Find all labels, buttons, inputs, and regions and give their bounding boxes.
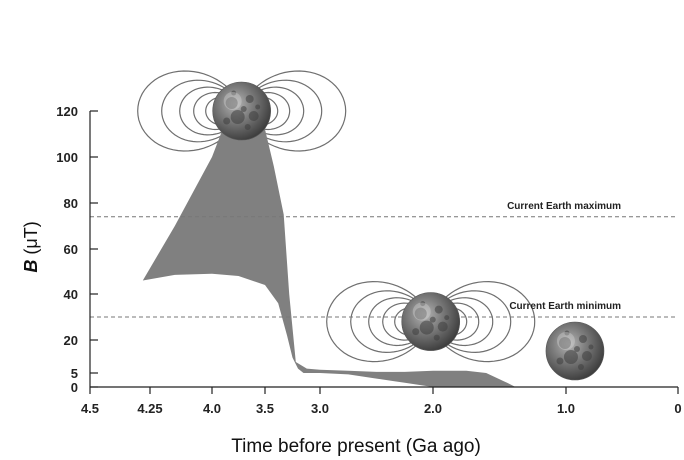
y-axis-unit: (μT) — [21, 221, 41, 254]
moon-crater — [414, 307, 427, 320]
moon-without-field-icon — [545, 321, 605, 381]
moon-crater — [577, 364, 584, 370]
field-line — [326, 280, 430, 363]
moon-highlight — [412, 302, 431, 321]
y-tick-label: 40 — [64, 287, 78, 302]
moon-crater — [556, 357, 564, 365]
moon-crater — [255, 104, 261, 110]
y-axis-symbol: B — [21, 260, 41, 273]
moon-crater — [230, 110, 245, 124]
field-line — [350, 290, 430, 354]
moon-crater — [248, 111, 259, 121]
x-tick-label: 4.5 — [81, 401, 99, 416]
y-tick-label: 120 — [56, 104, 78, 119]
field-line — [161, 79, 241, 143]
moon-crater — [429, 316, 436, 323]
x-tick-label: 4.25 — [137, 401, 162, 416]
y-tick-label: 0 — [71, 380, 78, 395]
y-tick-label: 5 — [71, 366, 78, 381]
field-line — [137, 70, 241, 152]
x-axis-title: Time before present (Ga ago) — [231, 436, 481, 457]
x-tick-label: 4.0 — [203, 401, 221, 416]
moon-highlight — [223, 92, 242, 110]
moon-crater — [558, 337, 571, 349]
moon-crater — [573, 346, 580, 352]
moon-with-strong-field-icon — [212, 81, 271, 141]
x-tick-label: 2.0 — [424, 401, 442, 416]
moon-crater — [433, 334, 440, 341]
moon-crater — [434, 305, 443, 314]
moon-crater — [564, 330, 570, 336]
moon-crater — [588, 344, 594, 350]
moon-crater — [578, 335, 587, 343]
moon-crater — [245, 95, 254, 103]
y-tick-label: 80 — [64, 196, 78, 211]
moon-crater — [225, 97, 238, 109]
reference-line-label: Current Earth maximum — [507, 201, 621, 212]
field-intensity-band — [142, 111, 516, 387]
moon-crater — [231, 90, 237, 96]
moon-highlight — [556, 332, 575, 350]
field-line — [431, 290, 512, 354]
moon-with-weak-field-icon — [401, 292, 461, 351]
moon-crater — [444, 315, 450, 321]
moon-crater — [240, 106, 247, 112]
reference-line-label: Current Earth minimum — [509, 301, 621, 312]
moon-crater — [419, 320, 434, 335]
moon-crater — [437, 321, 448, 332]
moon-crater — [581, 351, 592, 361]
moon-crater — [563, 350, 578, 364]
moon-crater — [420, 301, 426, 307]
moon-crater — [412, 328, 420, 336]
y-tick-label: 20 — [64, 333, 78, 348]
x-tick-label: 1.0 — [557, 401, 575, 416]
moon-crater — [223, 117, 231, 125]
x-tick-label: 3.5 — [256, 401, 274, 416]
y-axis-title: B (μT) — [21, 221, 41, 272]
moon-crater — [244, 124, 251, 130]
y-tick-label: 60 — [64, 242, 78, 257]
x-tick-label: 3.0 — [311, 401, 329, 416]
field-line — [243, 70, 347, 152]
field-line — [432, 280, 536, 363]
x-tick-label: 0 — [674, 401, 681, 416]
y-tick-label: 100 — [56, 150, 78, 165]
